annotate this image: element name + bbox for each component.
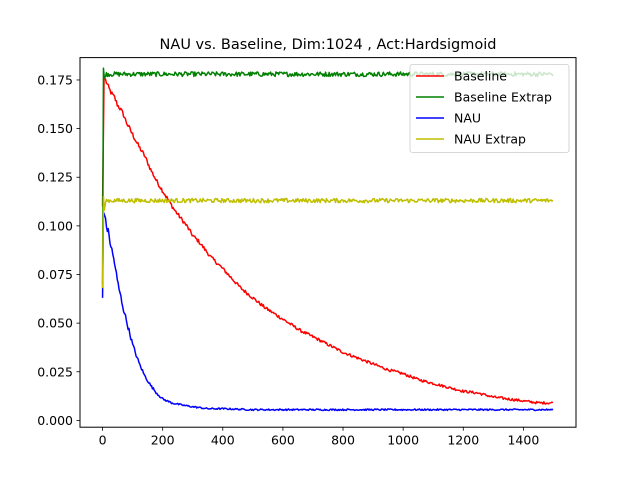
x-axis-ticks: 0 200 400 600 800 1000 1200 1400 xyxy=(99,427,539,448)
y-tick-label: 0.075 xyxy=(37,267,73,282)
y-tick-label: 0.025 xyxy=(37,364,73,379)
legend: Baseline Baseline Extrap NAU NAU Extrap xyxy=(409,64,570,153)
series-line-baseline xyxy=(101,77,554,405)
x-tick-label: 1400 xyxy=(507,433,539,448)
legend-label: Baseline xyxy=(454,69,507,84)
x-tick-label: 200 xyxy=(151,433,175,448)
y-tick-label: 0.050 xyxy=(37,316,73,331)
x-tick-label: 1200 xyxy=(447,433,479,448)
x-tick-label: 1000 xyxy=(387,433,419,448)
series-line-nau xyxy=(101,211,554,412)
y-axis-ticks: 0.000 0.025 0.050 0.075 0.100 0.125 0.150 0.175 xyxy=(37,72,80,428)
legend-box xyxy=(409,64,570,153)
x-tick-label: 400 xyxy=(211,433,235,448)
y-tick-label: 0.175 xyxy=(37,72,73,87)
legend-label: NAU Extrap xyxy=(454,132,526,147)
y-tick-label: 0.150 xyxy=(37,121,73,136)
x-tick-label: 0 xyxy=(99,433,107,448)
y-tick-label: 0.000 xyxy=(37,413,73,428)
series-layer xyxy=(101,67,554,412)
legend-label: NAU xyxy=(454,111,481,126)
x-tick-label: 600 xyxy=(271,433,295,448)
plot-frame xyxy=(79,57,577,428)
y-tick-label: 0.100 xyxy=(37,218,73,233)
chart-title: NAU vs. Baseline, Dim:1024 , Act:Hardsig… xyxy=(160,37,497,53)
series-line-nau-extrap xyxy=(101,195,554,289)
x-tick-label: 800 xyxy=(331,433,355,448)
legend-label: Baseline Extrap xyxy=(454,90,552,105)
y-tick-label: 0.125 xyxy=(37,170,73,185)
axes xyxy=(79,57,577,428)
